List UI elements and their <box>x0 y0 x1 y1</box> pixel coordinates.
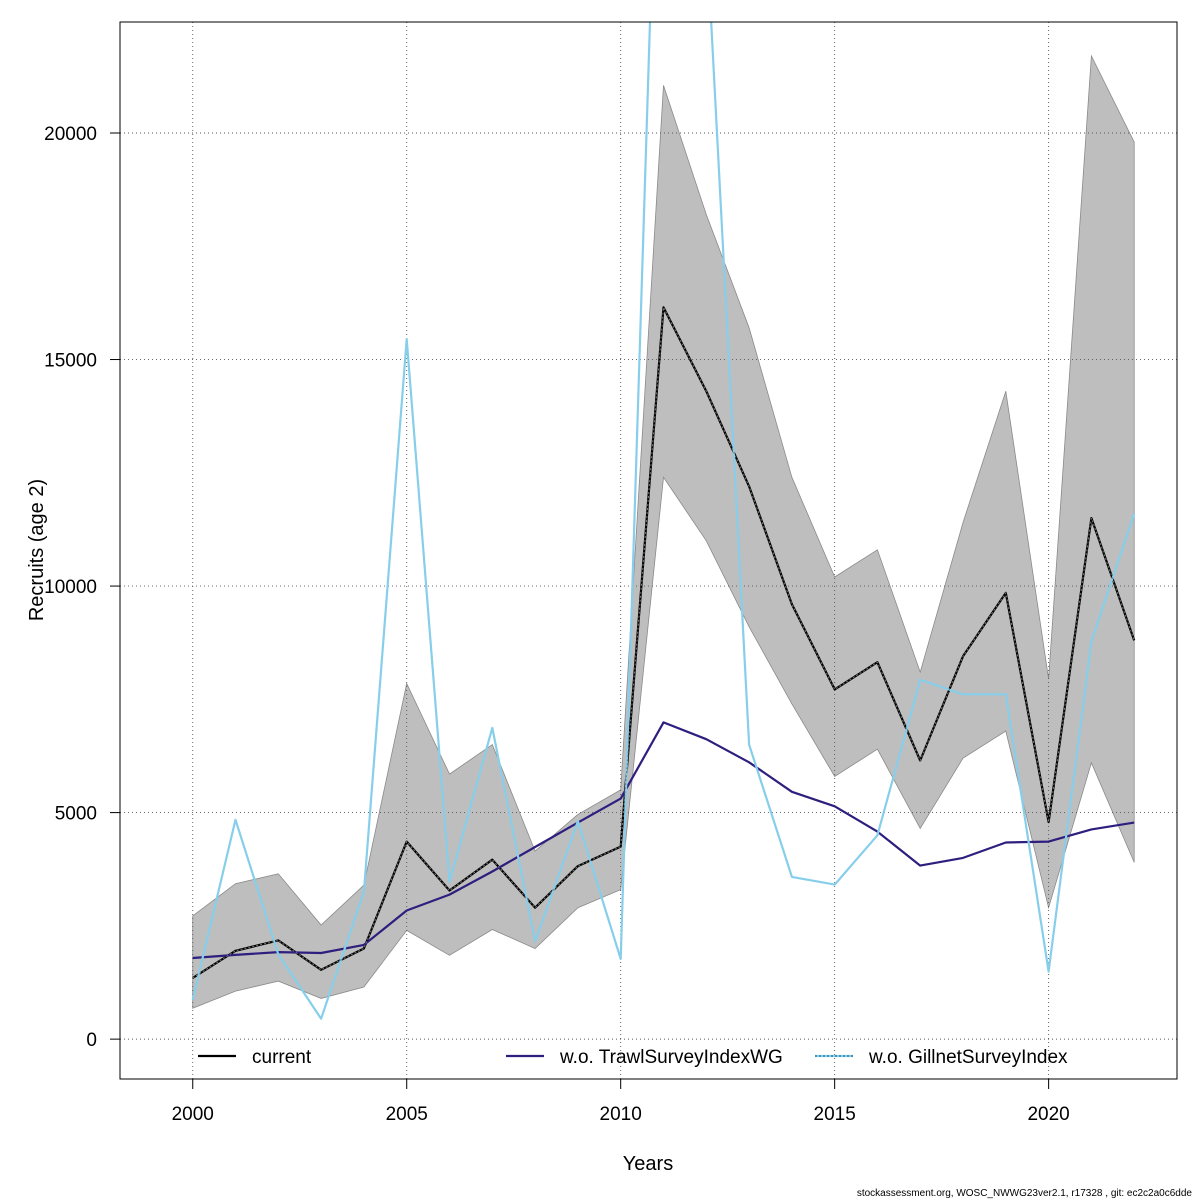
x-axis-title: Years <box>623 1153 673 1175</box>
y-axis-title: Recruits (age 2) <box>26 479 48 621</box>
legend-label-trawl: w.o. TrawlSurveyIndexWG <box>559 1047 783 1068</box>
series-line-current <box>192 306 1136 979</box>
confidence-band <box>192 54 1135 1009</box>
legend-label-current: current <box>252 1047 312 1068</box>
series-line-trawl <box>192 721 1135 960</box>
y-tick-label: 5000 <box>55 804 97 825</box>
series-line-gillnet <box>191 22 1136 1020</box>
x-tick-label: 2005 <box>386 1104 428 1125</box>
grid-layer <box>120 22 1177 1079</box>
legend: current w.o. TrawlSurveyIndexWG w.o. Gil… <box>198 1047 1068 1068</box>
y-tick-label: 10000 <box>44 577 97 598</box>
series-layer <box>191 22 1136 1020</box>
confidence-band-layer <box>192 54 1135 1009</box>
x-tick-label: 2020 <box>1027 1104 1069 1125</box>
y-tick-label: 15000 <box>44 351 97 372</box>
y-tick-label: 20000 <box>44 124 97 145</box>
x-tick-label: 2000 <box>172 1104 214 1125</box>
x-tick-label: 2010 <box>600 1104 642 1125</box>
axis-layer: 2000 2005 2010 2015 2020 0 5000 10000 15000 20000 <box>44 124 1070 1125</box>
legend-label-gillnet: w.o. GillnetSurveyIndex <box>868 1047 1068 1068</box>
y-tick-label: 0 <box>86 1030 97 1051</box>
footer-credit: stockassessment.org, WOSC_NWWG23ver2.1, … <box>857 1188 1193 1199</box>
x-tick-label: 2015 <box>814 1104 856 1125</box>
